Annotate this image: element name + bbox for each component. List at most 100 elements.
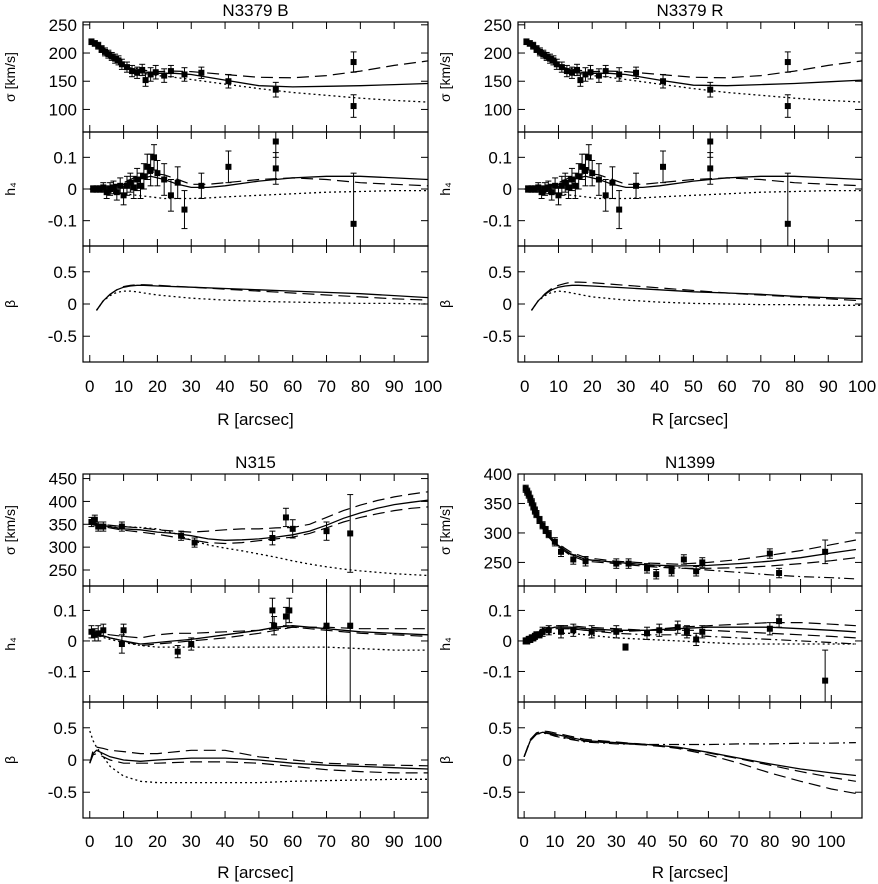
- model-line-dashdot: [523, 732, 856, 758]
- data-point: [88, 519, 95, 525]
- data-point: [530, 42, 537, 49]
- data-point: [613, 560, 620, 567]
- data-point: [533, 631, 540, 638]
- x-tick-label: 70: [730, 832, 749, 851]
- y-tick-label: 300: [484, 524, 512, 543]
- data-point: [91, 40, 98, 47]
- y-tick-label: 450: [49, 470, 77, 489]
- data-point: [572, 182, 579, 189]
- x-tick-label: 80: [760, 832, 779, 851]
- y-tick-label: 250: [49, 16, 77, 35]
- y-tick-label: 0.1: [488, 148, 512, 167]
- x-tick-label: 30: [182, 377, 201, 396]
- y-tick-label: -0.5: [48, 783, 77, 802]
- data-points: [523, 38, 791, 118]
- data-point: [588, 628, 595, 635]
- y-axis-label: σ [km/s]: [437, 505, 453, 555]
- y-axis-label: β: [2, 756, 18, 764]
- model-lines: [523, 730, 857, 795]
- data-point: [100, 184, 107, 191]
- y-axis-label: β: [437, 756, 453, 764]
- data-point: [540, 51, 547, 58]
- data-point: [269, 607, 276, 614]
- data-point: [96, 186, 103, 192]
- x-tick-label: 40: [216, 832, 235, 851]
- data-point: [88, 628, 95, 635]
- data-point: [558, 628, 564, 635]
- model-line-dashdot: [523, 485, 856, 580]
- data-point: [350, 59, 357, 66]
- model-line-dot: [524, 40, 862, 103]
- data-point: [225, 163, 232, 170]
- y-tick-label: -0.5: [483, 783, 512, 802]
- data-point: [536, 516, 543, 523]
- data-point: [683, 628, 690, 635]
- data-point: [565, 184, 572, 191]
- panel-frame: [517, 245, 863, 363]
- model-line-dash: [89, 491, 428, 533]
- data-point: [545, 531, 552, 538]
- data-point: [129, 68, 136, 75]
- data-point: [633, 182, 640, 189]
- x-tick-label: 10: [549, 377, 568, 396]
- model-line-solid: [524, 40, 862, 87]
- chart-title: N3379 R: [656, 1, 723, 20]
- data-point: [587, 69, 594, 76]
- data-point: [766, 550, 773, 557]
- data-point: [100, 627, 107, 634]
- data-point: [541, 186, 548, 192]
- model-line-dot: [530, 290, 862, 311]
- data-point: [88, 38, 95, 45]
- data-point: [271, 622, 278, 629]
- y-axis-label: σ [km/s]: [437, 52, 453, 102]
- data-point: [668, 568, 675, 575]
- data-point: [693, 568, 700, 575]
- y-tick-label: 0: [68, 180, 77, 199]
- data-point: [530, 503, 537, 510]
- data-point: [347, 622, 354, 629]
- data-point: [574, 66, 581, 73]
- data-point: [105, 51, 112, 58]
- model-lines: [95, 284, 428, 311]
- data-point: [575, 173, 582, 180]
- data-point: [674, 624, 681, 631]
- data-point: [616, 206, 623, 213]
- x-tick-label: 40: [650, 377, 669, 396]
- data-point: [528, 186, 535, 192]
- data-point: [570, 556, 577, 563]
- panel-0: 250 300 350 400 σ [km/s]: [437, 465, 863, 587]
- data-points: [88, 38, 357, 118]
- data-point: [161, 72, 168, 79]
- data-point: [555, 192, 562, 199]
- model-lines: [89, 625, 428, 651]
- x-tick-label: 50: [249, 377, 268, 396]
- data-point: [225, 78, 232, 85]
- y-tick-label: -0.5: [483, 327, 512, 346]
- panel-0: 100 150 200 250 σ [km/s]: [437, 16, 863, 133]
- panel-2: -0.5 0 0.5 β 0 10 20 30 40 50 60 70 80 90 100 R [arcsec…: [437, 245, 876, 429]
- x-tick-label: 90: [819, 377, 838, 396]
- x-tick-label: 60: [718, 377, 737, 396]
- y-tick-label: 400: [484, 465, 512, 484]
- data-point: [282, 613, 289, 620]
- data-point: [525, 186, 532, 192]
- data-point: [103, 189, 110, 196]
- data-point: [323, 528, 330, 535]
- data-point: [526, 40, 533, 47]
- x-tick-label: 60: [699, 832, 718, 851]
- y-tick-label: 150: [484, 72, 512, 91]
- data-point: [660, 78, 667, 85]
- data-point: [784, 103, 791, 110]
- data-point: [286, 607, 293, 614]
- model-line-dot: [524, 188, 862, 200]
- data-point: [142, 77, 149, 84]
- y-tick-label: -0.5: [48, 327, 77, 346]
- data-point: [95, 630, 102, 637]
- data-point: [272, 86, 279, 93]
- data-point: [552, 182, 559, 189]
- data-point: [602, 68, 609, 75]
- data-point: [147, 167, 154, 173]
- model-line-dash: [89, 752, 428, 774]
